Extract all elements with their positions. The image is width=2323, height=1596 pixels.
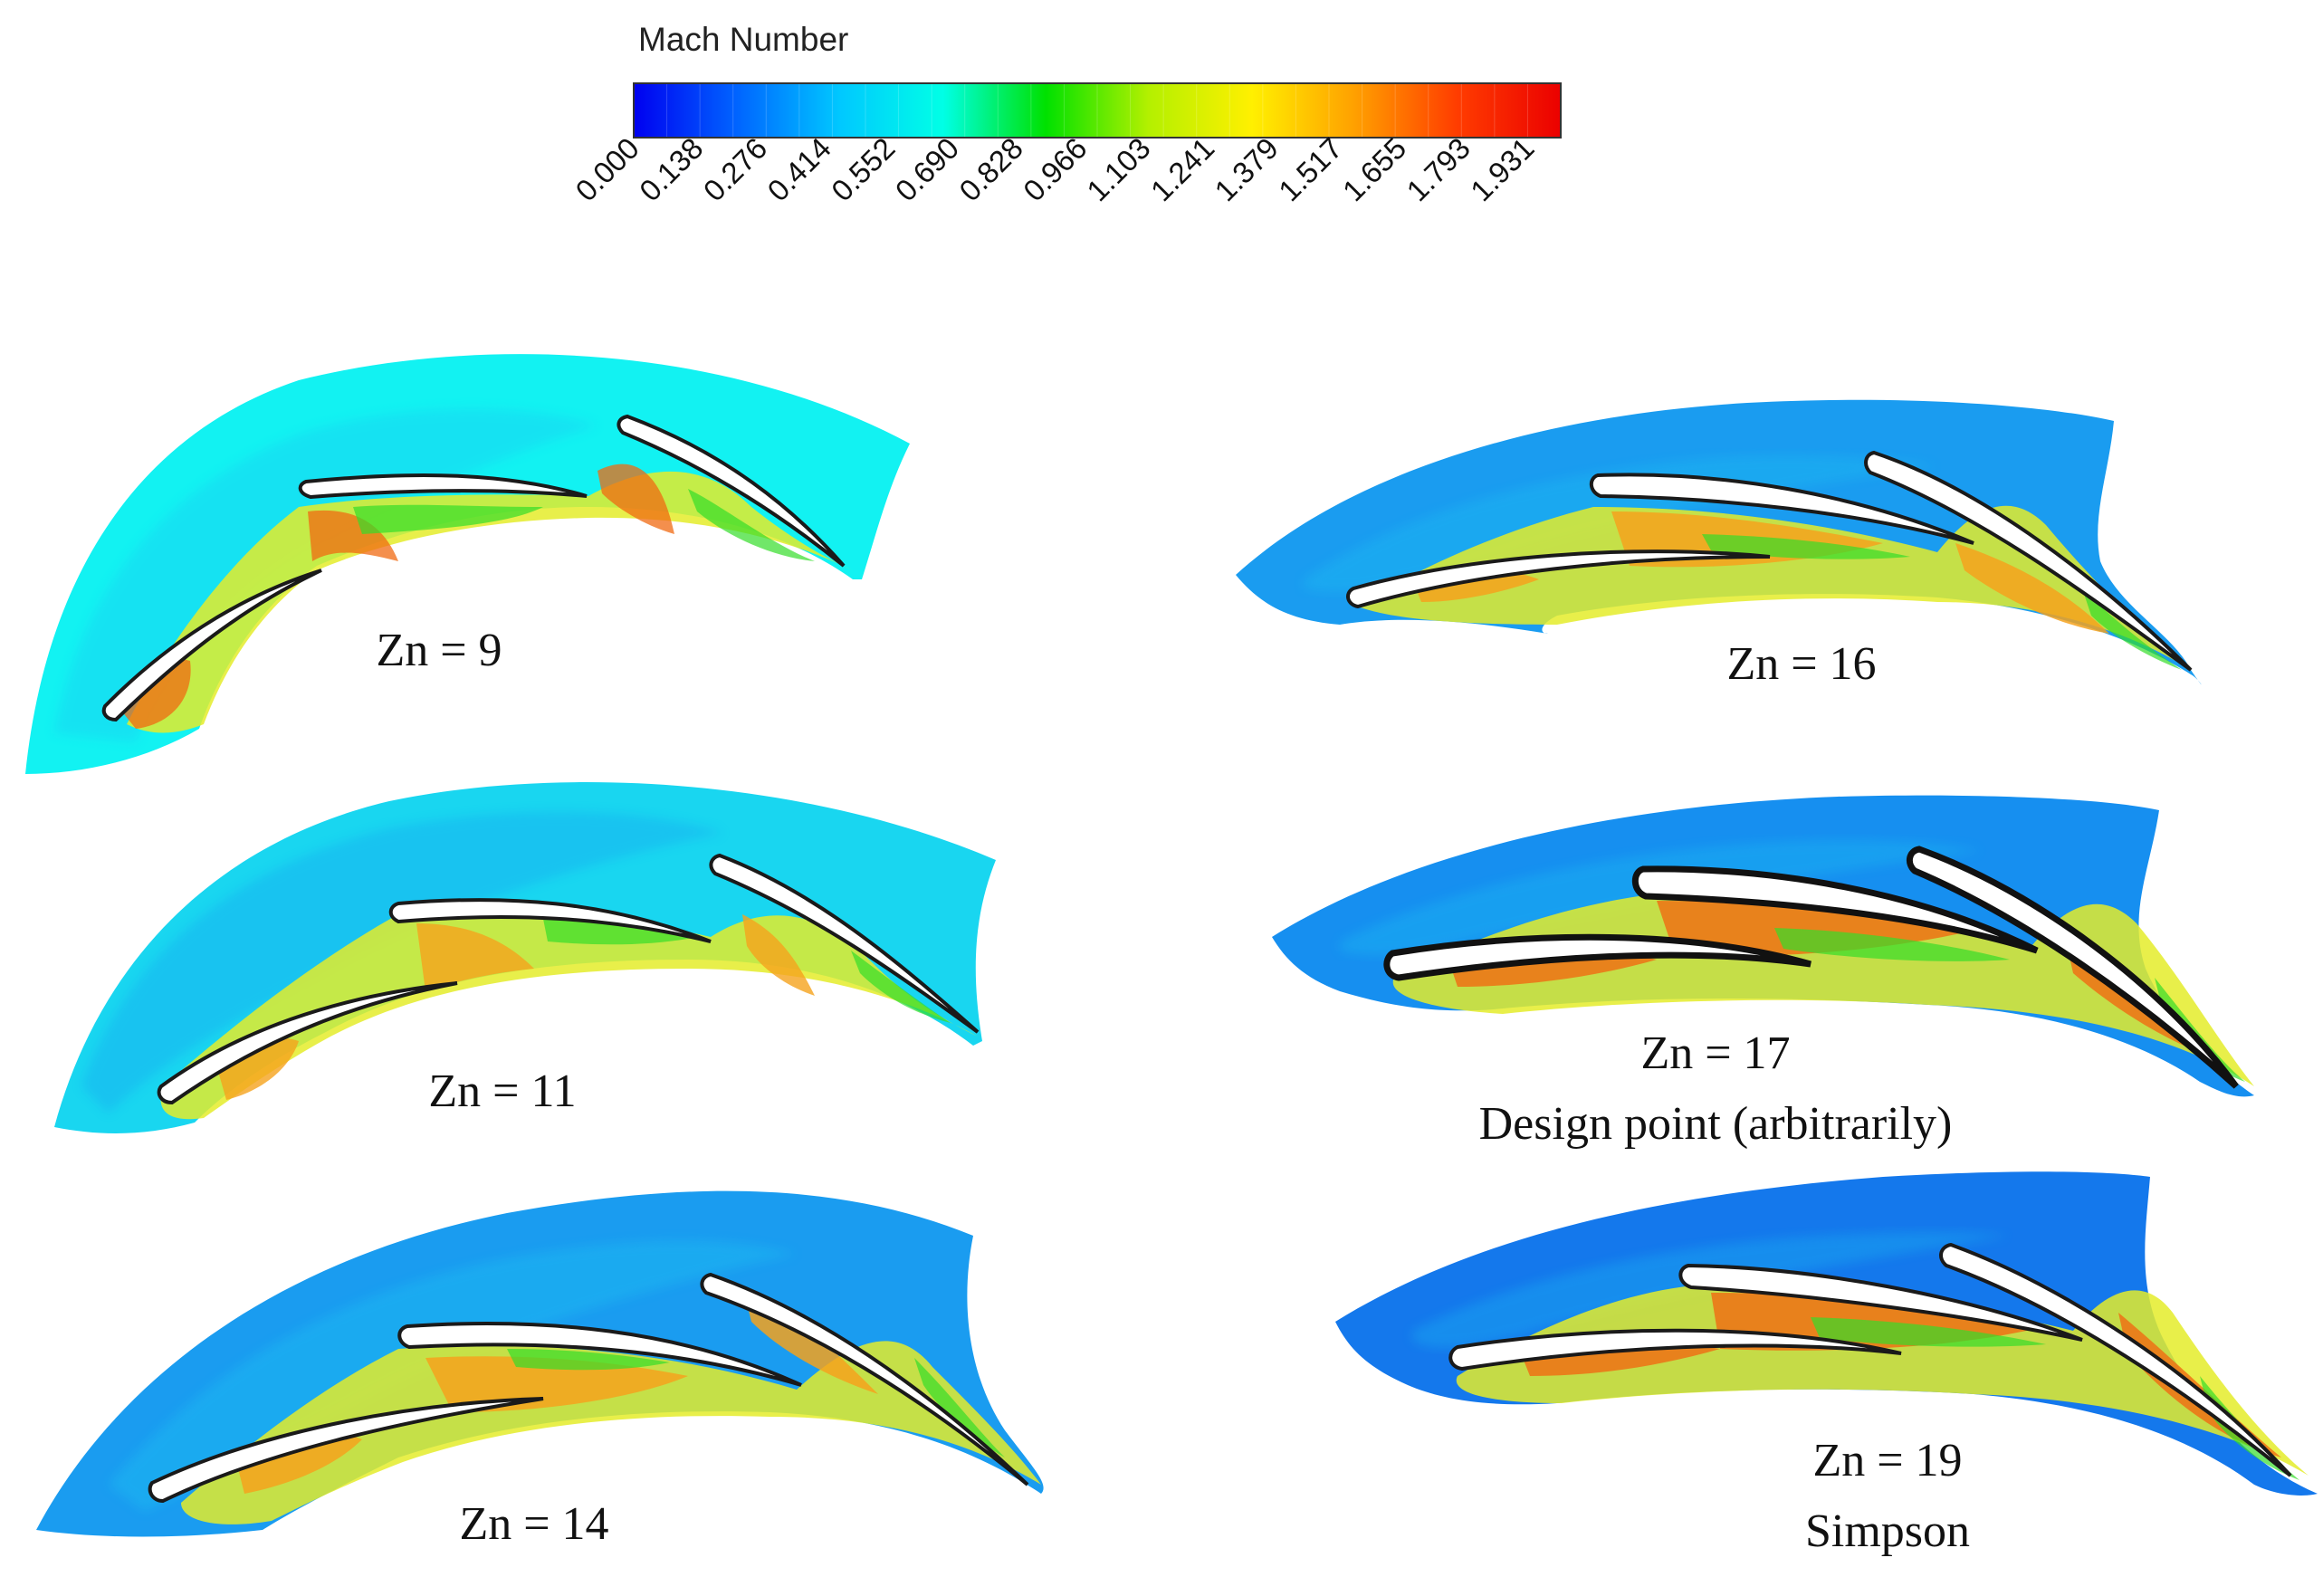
colorbar-tick-label: 1.517 xyxy=(1272,131,1349,208)
colorbar-ticks: 0.0000.1380.2760.4140.5520.6900.8280.966… xyxy=(569,131,1540,208)
blade xyxy=(148,1397,544,1504)
passage-supersonic xyxy=(1358,505,2191,670)
colorbar-tick-label: 0.690 xyxy=(889,131,966,208)
panel-zn-17: Zn = 17 Design point (arbitrarily) xyxy=(1272,795,2254,1150)
blade xyxy=(1939,1242,2292,1477)
passage-hot-region xyxy=(235,1285,878,1494)
passage-green-streak xyxy=(543,919,951,1023)
blade xyxy=(1678,1263,2083,1342)
colorbar-tick-label: 0.138 xyxy=(633,131,710,208)
blade xyxy=(1346,550,1771,609)
blade xyxy=(709,853,980,1034)
panel-label: Zn = 16 xyxy=(1726,638,1876,690)
panel-zn-19: Zn = 19 Simpson xyxy=(1335,1171,2318,1557)
blade xyxy=(388,898,712,943)
panel-zn-11: Zn = 11 xyxy=(54,782,996,1133)
colorbar-tick-label: 0.966 xyxy=(1017,131,1094,208)
colorbar-tick-label: 1.655 xyxy=(1336,131,1413,208)
passage-green-streak xyxy=(507,1349,1005,1457)
panel-zn-16: Zn = 16 xyxy=(1236,399,2202,690)
colorbar-strip xyxy=(634,83,1561,138)
passage-green-streak xyxy=(1774,928,2245,1082)
colorbar-tick-label: 0.552 xyxy=(825,131,902,208)
panel-label: Zn = 19 xyxy=(1812,1435,1962,1486)
panel-subtitle: Simpson xyxy=(1805,1505,1970,1557)
colorbar-title: Mach Number xyxy=(638,21,848,58)
colorbar-tick-label: 1.931 xyxy=(1464,131,1541,208)
colorbar-tick-label: 0.828 xyxy=(952,131,1029,208)
panel-label: Zn = 14 xyxy=(459,1498,608,1550)
panel-label: Zn = 9 xyxy=(376,625,502,676)
passage-supersonic xyxy=(127,471,853,733)
colorbar-tick-label: 1.793 xyxy=(1400,131,1477,208)
colorbar: Mach Number 0.0000.1380.2760.4140.5520.6… xyxy=(569,21,1562,208)
panel-zn-9: Zn = 9 xyxy=(25,354,910,774)
blade xyxy=(1631,865,2039,954)
passage-hot-region xyxy=(217,914,815,1100)
passage-hot-region xyxy=(118,464,674,729)
blade xyxy=(397,1321,802,1387)
passage-green-streak xyxy=(1811,1317,2299,1480)
blade xyxy=(1383,933,1812,981)
flow-domain-midtone xyxy=(81,811,724,1113)
colorbar-tick-label: 0.000 xyxy=(569,131,645,208)
colorbar-frame xyxy=(633,82,1562,139)
blade xyxy=(298,473,588,500)
blade xyxy=(157,981,458,1105)
passage-hot-region xyxy=(1412,511,2109,634)
colorbar-tick-label: 1.103 xyxy=(1080,131,1157,208)
panel-zn-14: Zn = 14 xyxy=(36,1190,1044,1550)
passage-green-streak xyxy=(353,489,815,561)
blade xyxy=(1589,473,1974,545)
colorbar-tick-label: 1.379 xyxy=(1208,131,1285,208)
colorbar-tick-label: 0.414 xyxy=(760,131,837,208)
blade xyxy=(1864,450,2193,672)
blade xyxy=(617,414,846,568)
panel-subtitle: Design point (arbitrarily) xyxy=(1479,1098,1953,1150)
flow-domain-midtone xyxy=(1412,1232,2010,1349)
blade xyxy=(1448,1328,1902,1371)
panel-label: Zn = 17 xyxy=(1640,1027,1790,1079)
passage-green-streak xyxy=(1702,534,2182,670)
colorbar-tick-label: 1.241 xyxy=(1144,131,1221,208)
passage-supersonic xyxy=(181,1341,1041,1524)
blade xyxy=(101,569,322,722)
colorbar-tick-label: 0.276 xyxy=(697,131,774,208)
colorbar-bands xyxy=(666,83,1528,138)
blade xyxy=(700,1272,1029,1486)
panel-label: Zn = 11 xyxy=(428,1066,576,1117)
blade xyxy=(1906,846,2239,1089)
